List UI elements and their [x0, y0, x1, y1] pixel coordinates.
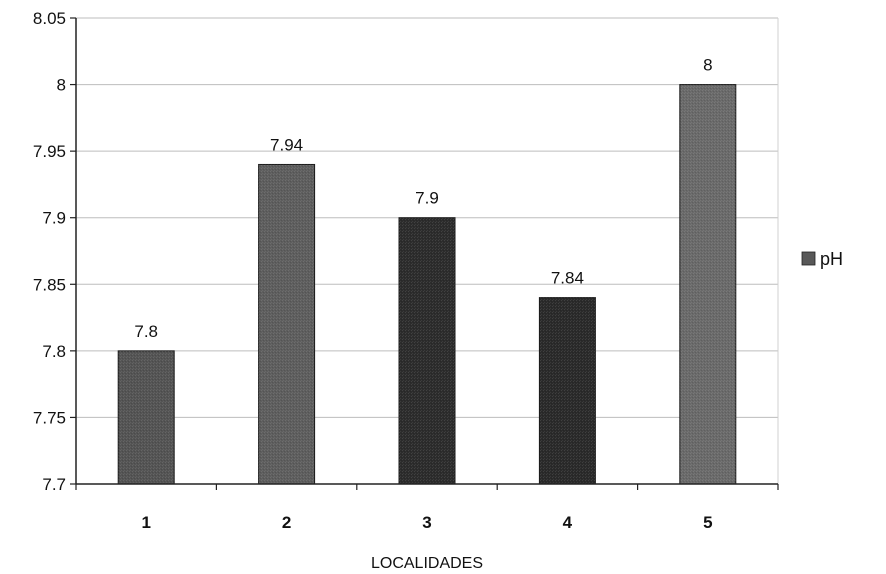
y-tick-label: 7.9 [42, 209, 66, 228]
data-label: 7.9 [415, 189, 439, 208]
x-tick-label: 2 [282, 513, 291, 532]
y-tick-label: 7.75 [33, 408, 66, 427]
data-labels: 7.8 7.94 7.9 7.84 8 [134, 56, 712, 341]
bar-texture [539, 297, 596, 484]
y-axis-ticks: 7.7 7.75 7.8 7.85 7.9 7.95 8 8.05 [33, 9, 76, 494]
legend-swatch [801, 251, 816, 266]
legend-label: pH [820, 249, 843, 269]
bar-texture [399, 217, 455, 484]
x-tick-label: 3 [422, 513, 431, 532]
data-label: 7.84 [551, 269, 584, 288]
bar-texture [118, 350, 175, 484]
data-label: 7.8 [134, 322, 158, 341]
bars [117, 84, 737, 485]
y-tick-label: 8 [57, 76, 66, 95]
x-axis-ticks: 1 2 3 4 5 [75, 484, 779, 532]
legend: pH [801, 249, 843, 269]
y-tick-label: 8.05 [33, 9, 66, 28]
x-tick-label: 1 [141, 513, 150, 532]
y-tick-label: 7.8 [42, 342, 66, 361]
data-label: 7.94 [270, 135, 303, 154]
x-axis-label: LOCALIDADES [371, 555, 483, 572]
data-label: 8 [703, 56, 712, 75]
bar-texture [258, 164, 315, 484]
x-tick-label: 5 [703, 513, 712, 532]
x-tick-label: 4 [563, 513, 573, 532]
y-tick-label: 7.95 [33, 142, 66, 161]
y-tick-label: 7.85 [33, 275, 66, 294]
bar-texture [679, 84, 736, 485]
y-tick-label: 7.7 [42, 475, 66, 494]
